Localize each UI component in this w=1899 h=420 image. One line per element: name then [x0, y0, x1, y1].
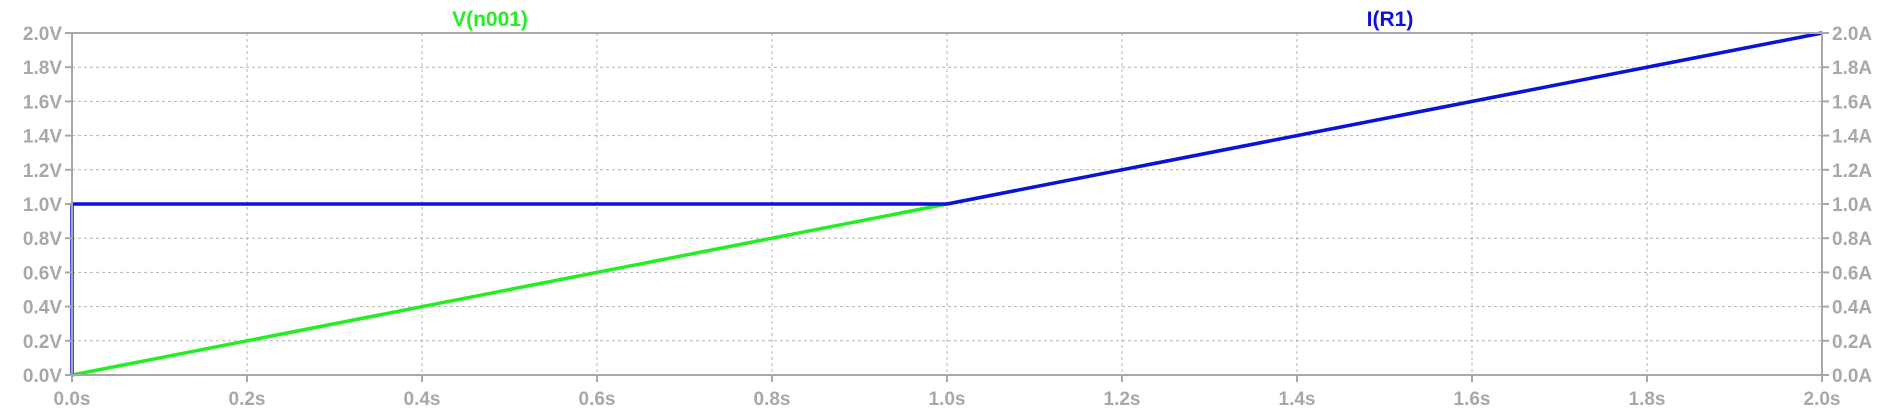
y-right-tick-label: 0.4A	[1832, 298, 1872, 319]
y-left-tick-label: 0.8V	[23, 229, 62, 250]
x-tick-label: 1.4s	[1279, 389, 1316, 410]
y-left-tick-label: 1.2V	[23, 161, 62, 182]
y-left-tick-label: 2.0V	[23, 24, 62, 45]
x-tick-label: 1.6s	[1454, 389, 1491, 410]
y-left-tick-label: 1.0V	[23, 195, 62, 216]
y-left-tick-label: 1.4V	[23, 127, 62, 148]
y-left-tick-label: 0.2V	[23, 332, 62, 353]
x-tick-label: 1.2s	[1104, 389, 1141, 410]
x-tick-label: 2.0s	[1804, 389, 1841, 410]
y-right-tick-label: 0.6A	[1832, 263, 1872, 284]
y-right-tick-label: 1.0A	[1832, 195, 1872, 216]
y-left-tick-label: 0.4V	[23, 298, 62, 319]
x-tick-label: 0.4s	[404, 389, 441, 410]
x-tick-label: 1.8s	[1629, 389, 1666, 410]
y-left-tick-label: 1.8V	[23, 58, 62, 79]
y-right-tick-label: 0.0A	[1832, 366, 1872, 387]
y-left-tick-label: 1.6V	[23, 92, 62, 113]
y-right-tick-label: 0.2A	[1832, 332, 1872, 353]
y-right-tick-label: 1.2A	[1832, 161, 1872, 182]
x-tick-label: 0.8s	[754, 389, 791, 410]
plot-grid	[72, 33, 1822, 375]
x-tick-label: 0.2s	[229, 389, 266, 410]
trace-label[interactable]: I(R1)	[1367, 8, 1414, 31]
y-right-tick-label: 1.8A	[1832, 58, 1872, 79]
y-right-tick-label: 2.0A	[1832, 24, 1872, 45]
trace-label[interactable]: V(n001)	[452, 8, 528, 31]
y-right-tick-label: 1.6A	[1832, 92, 1872, 113]
x-tick-label: 0.6s	[579, 389, 616, 410]
x-tick-label: 1.0s	[929, 389, 966, 410]
trace-labels: V(n001) I(R1)	[452, 8, 1413, 31]
y-right-tick-label: 1.4A	[1832, 127, 1872, 148]
x-tick-label: 0.0s	[54, 389, 91, 410]
axis-ticks: 0.0s 0.2s 0.4s 0.6s 0.8s 1.0s 1.2s 1.4s 1.6s 1.8s…	[23, 24, 1873, 410]
y-left-tick-label: 0.6V	[23, 263, 62, 284]
y-left-tick-label: 0.0V	[23, 366, 62, 387]
y-right-tick-label: 0.8A	[1832, 229, 1872, 250]
